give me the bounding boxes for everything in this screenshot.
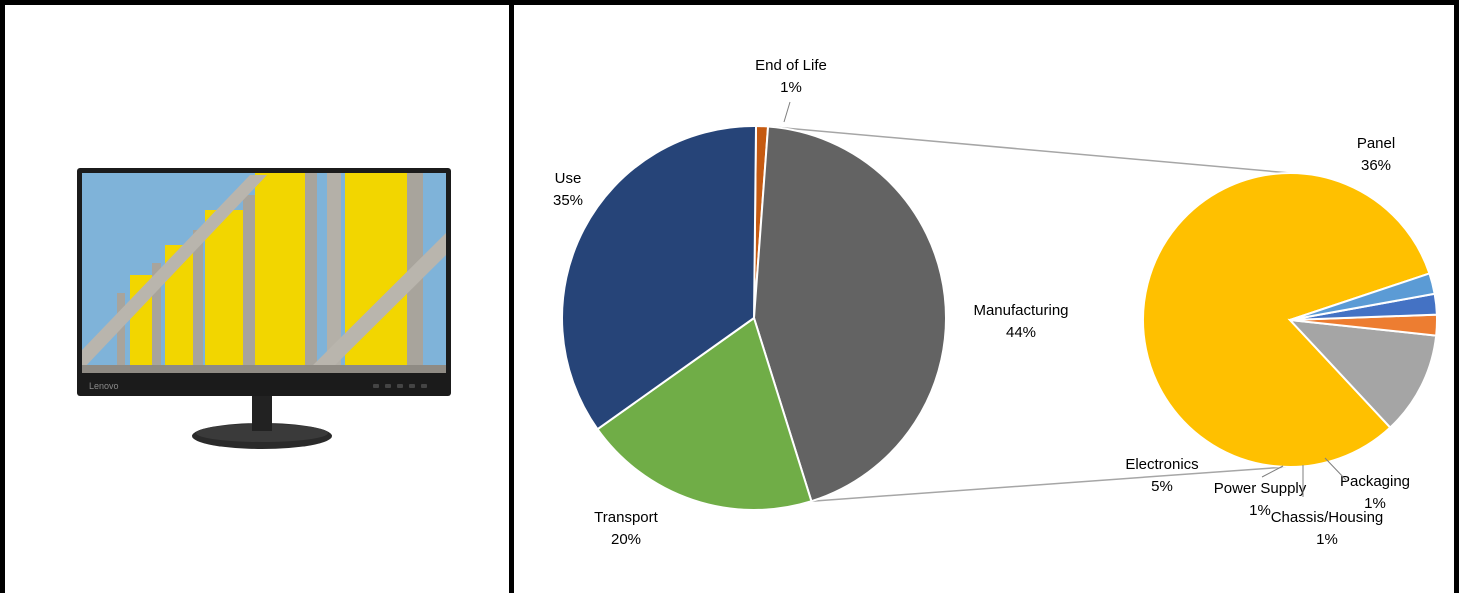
primary-pie (561, 125, 947, 511)
data-label-manufacturing: Manufacturing 44% (973, 302, 1068, 341)
data-label-use: Use 35% (553, 170, 583, 209)
monitor-stand-neck (252, 393, 272, 431)
data-label-packaging: Packaging 1% (1340, 473, 1410, 512)
leader-line-end-of-life (783, 101, 791, 123)
connector-top (767, 125, 1291, 174)
breakdown-pie (1142, 172, 1438, 468)
monitor-screen (82, 173, 446, 373)
monitor-buttons (373, 384, 427, 388)
pie-slice-transport (596, 316, 813, 511)
breakdown-slice-packaging (1289, 272, 1436, 321)
pie-slice-manufacturing (752, 125, 947, 503)
data-label-end-of-life: End of Life 1% (755, 57, 827, 96)
data-label-chassis-housing: Chassis/Housing 1% (1271, 509, 1384, 548)
product-image-panel: Lenovo (0, 0, 514, 593)
monitor-illustration: Lenovo (77, 168, 451, 449)
monitor-brand-logo: Lenovo (89, 381, 119, 391)
connector-lines (767, 125, 1291, 502)
data-label-panel: Panel 36% (1357, 135, 1395, 174)
data-label-transport: Transport 20% (594, 509, 658, 548)
data-label-electronics: Electronics 5% (1125, 456, 1198, 495)
leader-line-packaging (1324, 457, 1347, 481)
pie-slice-use (561, 125, 758, 431)
data-labels: End of Life 1% Manufacturing 44% Transport 20… (553, 57, 1410, 548)
chart-panel: End of Life 1% Manufacturing 44% Transport 20… (509, 0, 1459, 593)
data-label-power-supply: Power Supply 1% (1214, 480, 1307, 519)
pie-of-pie-chart: End of Life 1% Manufacturing 44% Transport 20… (553, 57, 1438, 548)
connector-bottom (811, 466, 1287, 502)
leader-line-power-supply (1261, 465, 1284, 478)
breakdown-slice-electronics (1287, 318, 1438, 429)
